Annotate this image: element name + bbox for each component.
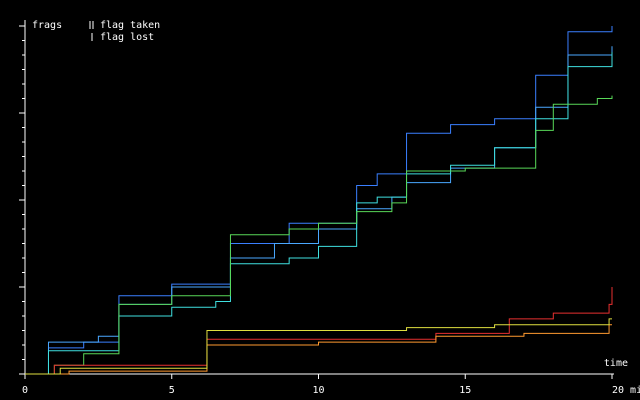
series-line <box>25 324 612 375</box>
x-axis-label: time <box>604 358 628 369</box>
series-line <box>25 95 613 375</box>
x-tick-label: 10 <box>312 385 324 396</box>
x-tick-label: 5 <box>169 385 175 396</box>
x-tick-label: 15 <box>459 385 471 396</box>
series-line <box>25 318 612 375</box>
x-tick-label: 20 min <box>612 385 640 396</box>
series-line <box>25 52 613 375</box>
legend-label: flag lost <box>100 32 154 43</box>
series-line <box>25 287 613 375</box>
series-line <box>25 26 613 375</box>
x-tick-label: 0 <box>22 385 28 396</box>
legend-label: flag taken <box>100 20 160 31</box>
y-axis-label: frags <box>32 20 62 31</box>
